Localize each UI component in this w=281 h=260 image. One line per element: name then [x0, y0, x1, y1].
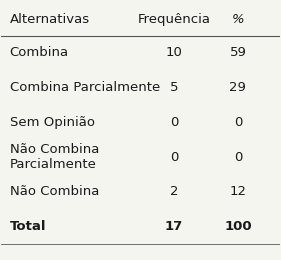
- Text: 0: 0: [170, 151, 178, 164]
- Text: 2: 2: [170, 185, 178, 198]
- Text: 0: 0: [234, 116, 242, 129]
- Text: Frequência: Frequência: [137, 13, 210, 26]
- Text: Sem Opinião: Sem Opinião: [10, 116, 95, 129]
- Text: 5: 5: [170, 81, 178, 94]
- Text: Total: Total: [10, 220, 46, 233]
- Text: 17: 17: [165, 220, 183, 233]
- Text: 59: 59: [230, 46, 246, 59]
- Text: 29: 29: [230, 81, 246, 94]
- Text: 0: 0: [234, 151, 242, 164]
- Text: Alternativas: Alternativas: [10, 13, 90, 26]
- Text: %: %: [232, 13, 244, 26]
- Text: Combina: Combina: [10, 46, 69, 59]
- Text: 0: 0: [170, 116, 178, 129]
- Text: Não Combina: Não Combina: [10, 185, 99, 198]
- Text: Não Combina
Parcialmente: Não Combina Parcialmente: [10, 143, 99, 171]
- Text: Combina Parcialmente: Combina Parcialmente: [10, 81, 160, 94]
- Text: 100: 100: [224, 220, 252, 233]
- Text: 10: 10: [166, 46, 182, 59]
- Text: 12: 12: [229, 185, 246, 198]
